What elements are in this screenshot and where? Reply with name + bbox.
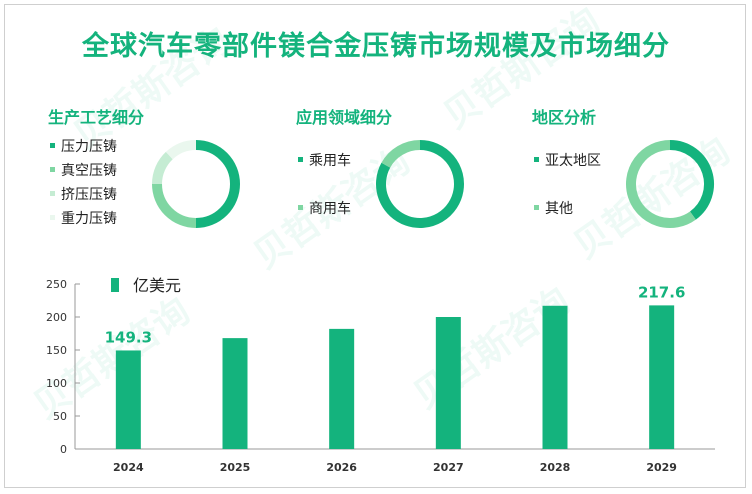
segment-title-process: 生产工艺细分	[48, 108, 145, 127]
legend-label: 亚太地区	[545, 153, 601, 169]
data-label: 217.6	[638, 283, 685, 301]
legend-label: 压力压铸	[61, 139, 117, 155]
donut-slice	[626, 140, 696, 228]
legend-label: 亿美元	[133, 276, 182, 295]
legend-item: 商用车	[298, 198, 351, 218]
y-tick-label: 100	[46, 377, 67, 390]
bar	[542, 305, 568, 449]
legend-label: 真空压铸	[61, 163, 117, 179]
legend-item: 真空压铸	[50, 160, 117, 180]
donut-slice	[165, 140, 197, 160]
legend-item: 压力压铸	[50, 136, 117, 156]
chart-frame	[4, 4, 746, 488]
segment-title-application: 应用领域细分	[296, 108, 393, 127]
bar	[329, 328, 355, 449]
donut-slice	[152, 183, 197, 228]
bar	[649, 305, 675, 449]
legend-swatch	[534, 156, 539, 162]
donut-chart-process	[152, 140, 240, 228]
data-label: 149.3	[105, 328, 152, 346]
x-tick-label: 2024	[113, 461, 144, 474]
x-tick-label: 2029	[646, 461, 677, 474]
donut-slice	[195, 140, 240, 228]
y-tick-label: 200	[46, 311, 67, 324]
legend-swatch	[534, 204, 539, 210]
legend-swatch	[50, 214, 55, 220]
donut-slice	[381, 140, 421, 168]
legend-item: 挤压压铸	[50, 184, 117, 204]
donut-slice	[669, 140, 714, 220]
legend-swatch	[50, 166, 55, 172]
legend-swatch	[298, 156, 303, 162]
y-tick-label: 0	[60, 443, 67, 456]
bar	[115, 350, 141, 449]
legend-label: 挤压压铸	[61, 187, 117, 203]
legend-item: 亚太地区	[534, 150, 601, 170]
donut-slice	[152, 151, 173, 185]
legend-item: 乘用车	[298, 150, 351, 170]
legend-label: 其他	[545, 201, 573, 217]
bar-legend: 亿美元	[111, 272, 181, 296]
bar-chart: 0 50 100 150 200 250 2024 149.3 2025 2026 2027 2028…	[46, 278, 715, 474]
x-tick-label: 2027	[433, 461, 464, 474]
legend-swatch	[111, 277, 119, 292]
bar	[222, 338, 248, 449]
donut-chart-region	[626, 140, 714, 228]
legend-label: 乘用车	[309, 153, 351, 169]
legend-label: 商用车	[309, 201, 351, 217]
legend-swatch	[50, 190, 55, 196]
segment-title-region: 地区分析	[532, 108, 597, 127]
x-tick-label: 2025	[220, 461, 251, 474]
legend-label: 重力压铸	[61, 211, 117, 227]
x-tick-label: 2028	[540, 461, 571, 474]
x-tick-label: 2026	[326, 461, 357, 474]
y-tick-label: 250	[46, 278, 67, 291]
legend-item: 其他	[534, 198, 573, 218]
legend-item: 重力压铸	[50, 208, 117, 228]
legend-swatch	[50, 142, 55, 148]
donut-chart-application	[376, 140, 464, 228]
y-tick-label: 150	[46, 344, 67, 357]
legend-swatch	[298, 204, 303, 210]
bar	[435, 317, 461, 449]
y-tick-label: 50	[53, 410, 67, 423]
chart-title: 全球汽车零部件镁合金压铸市场规模及市场细分	[82, 31, 670, 62]
donut-slice	[376, 140, 464, 228]
